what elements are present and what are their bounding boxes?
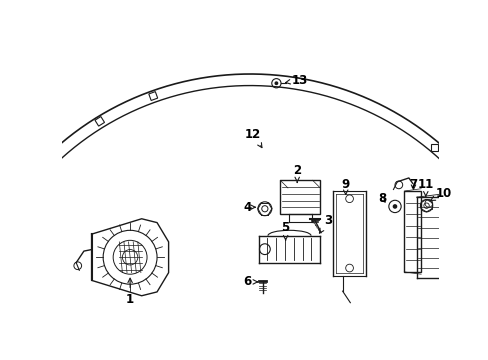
Circle shape bbox=[392, 204, 396, 209]
Text: 3: 3 bbox=[319, 214, 331, 233]
Text: 9: 9 bbox=[341, 177, 349, 194]
Bar bbox=[404, 191, 420, 272]
Text: 8: 8 bbox=[377, 192, 385, 205]
Bar bbox=[430, 144, 437, 150]
Text: 12: 12 bbox=[244, 127, 262, 148]
Text: 4: 4 bbox=[243, 201, 255, 214]
Text: 13: 13 bbox=[285, 74, 307, 87]
Bar bbox=[51, 149, 61, 159]
Bar bbox=[148, 91, 157, 100]
Text: 6: 6 bbox=[243, 275, 257, 288]
Text: 1: 1 bbox=[126, 278, 134, 306]
Text: 10: 10 bbox=[429, 187, 451, 201]
Text: 7: 7 bbox=[408, 177, 417, 190]
Bar bbox=[459, 171, 466, 179]
Bar bbox=[95, 117, 104, 126]
Bar bbox=[280, 180, 320, 214]
Text: 2: 2 bbox=[292, 164, 301, 183]
Text: 5: 5 bbox=[281, 221, 289, 240]
Circle shape bbox=[274, 81, 278, 85]
Bar bbox=[18, 185, 28, 195]
Text: 11: 11 bbox=[417, 177, 433, 197]
